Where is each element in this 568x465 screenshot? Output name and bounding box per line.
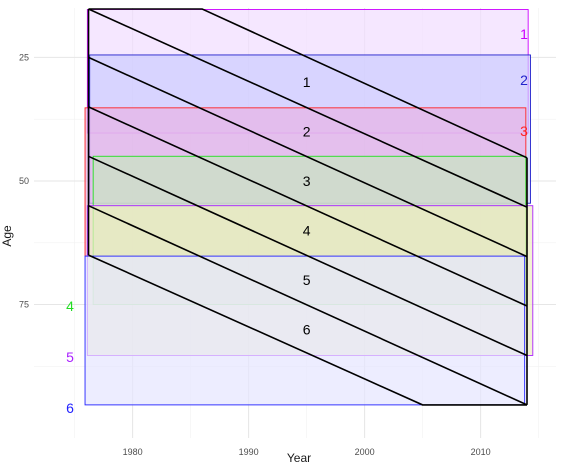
y-tick-label: 50 [19, 176, 29, 186]
cohort-label-3: 3 [303, 173, 311, 189]
band-label-6: 6 [66, 400, 74, 416]
cohort-line [88, 106, 528, 307]
cohort-line [88, 8, 528, 159]
cohort-line [88, 254, 527, 406]
x-tick-label: 1990 [239, 447, 259, 457]
x-tick-label: 2000 [355, 447, 375, 457]
band-label-1: 1 [520, 26, 528, 42]
y-tick-label: 25 [19, 52, 29, 62]
cohort-label-2: 2 [303, 124, 311, 140]
x-tick-label: 2010 [471, 447, 491, 457]
band-label-2: 2 [520, 72, 528, 88]
x-tick-label: 1980 [123, 447, 143, 457]
cohort-line-layer [87, 8, 528, 406]
band-6 [84, 255, 526, 406]
cohort-line [88, 155, 528, 357]
band-label-5: 5 [66, 349, 74, 365]
cohort-label-5: 5 [303, 272, 311, 288]
cohort-label-1: 1 [303, 74, 311, 90]
x-axis-title: Year [287, 451, 311, 465]
cohort-label-4: 4 [303, 222, 311, 238]
band-layer [84, 9, 534, 406]
label-layer: 1 2 3 4 5 6 1 2 3 4 5 6 [66, 26, 528, 416]
cohort-line [88, 8, 528, 208]
y-axis-title: Age [0, 225, 14, 247]
y-tick-label: 75 [19, 300, 29, 310]
cohort-line [88, 56, 528, 258]
cohort-label-6: 6 [303, 321, 311, 337]
cohort-line [88, 204, 528, 406]
band-label-4: 4 [66, 298, 74, 314]
band-label-3: 3 [520, 123, 528, 139]
